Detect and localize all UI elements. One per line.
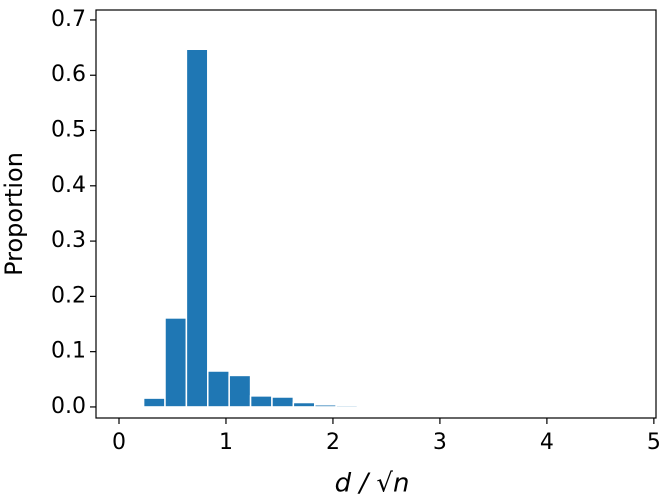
bar bbox=[249, 395, 273, 408]
y-tick-label: 0.5 bbox=[51, 118, 86, 143]
x-axis-label: d / √n bbox=[335, 469, 410, 499]
y-tick-label: 0.1 bbox=[51, 339, 86, 364]
bar bbox=[228, 374, 252, 408]
y-tick-label: 0.4 bbox=[51, 173, 86, 198]
y-tick-label: 0.6 bbox=[51, 62, 86, 87]
y-tick-label: 0.0 bbox=[51, 394, 86, 419]
y-axis-label: Proportion bbox=[0, 152, 28, 276]
x-tick-label: 5 bbox=[647, 430, 661, 455]
y-tick-label: 0.3 bbox=[51, 228, 86, 253]
bar bbox=[378, 405, 402, 408]
bar bbox=[142, 397, 166, 408]
bar bbox=[314, 403, 337, 408]
x-tick-label: 4 bbox=[540, 430, 554, 455]
bar bbox=[207, 370, 230, 408]
bar bbox=[271, 396, 295, 408]
plot-frame bbox=[95, 9, 657, 419]
x-tick-label: 0 bbox=[112, 430, 126, 455]
x-tick-label: 3 bbox=[433, 430, 447, 455]
bar bbox=[356, 405, 380, 408]
x-tick-label: 2 bbox=[326, 430, 340, 455]
bar bbox=[335, 404, 359, 408]
y-tick-label: 0.2 bbox=[51, 283, 86, 308]
y-tick-label: 0.7 bbox=[51, 7, 86, 32]
bar bbox=[399, 405, 423, 408]
bar bbox=[164, 317, 188, 408]
bar bbox=[292, 401, 316, 408]
bar bbox=[185, 48, 209, 408]
x-tick-label: 1 bbox=[219, 430, 233, 455]
